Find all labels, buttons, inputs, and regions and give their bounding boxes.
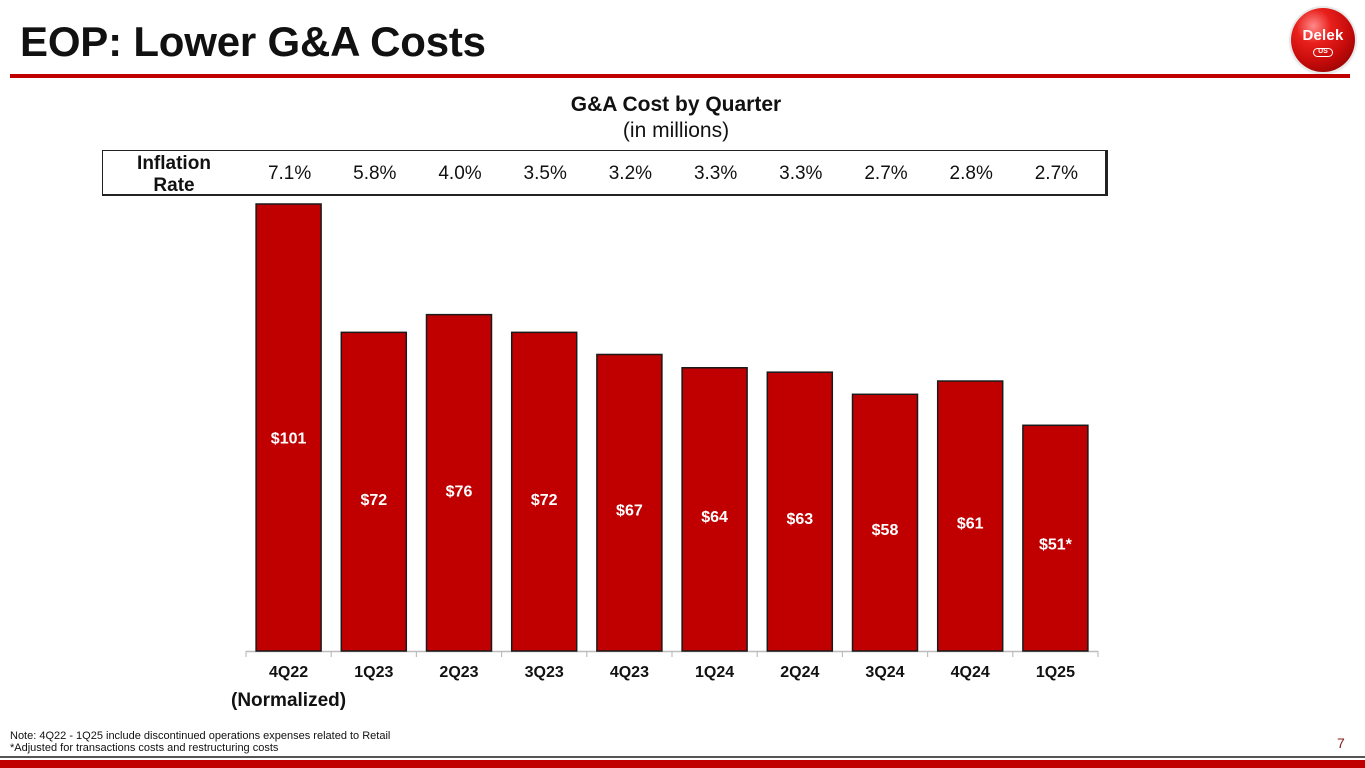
chart-title-wrap: G&A Cost by Quarter (0, 93, 1365, 117)
data-label-2Q24: $63 (786, 511, 813, 528)
data-label-4Q23: $67 (616, 503, 643, 520)
normalized-annotation: (Normalized) (231, 690, 347, 711)
data-label-4Q22: $101 (271, 430, 307, 447)
inflation-label-line2: Rate (153, 175, 195, 196)
inflation-value-1Q25: 2.7% (1034, 163, 1079, 184)
x-tick-label-2Q23: 2Q23 (439, 664, 478, 681)
x-tick-label-1Q24: 1Q24 (695, 664, 734, 681)
bar-1Q24 (681, 367, 748, 652)
x-tick-label-3Q24: 3Q24 (865, 664, 904, 681)
bar-2Q23 (425, 313, 493, 652)
bar-2Q24 (766, 371, 834, 652)
inflation-value-4Q22: 7.1% (267, 163, 312, 184)
x-tick-label-1Q25: 1Q25 (1036, 664, 1075, 681)
logo-badge: US (1313, 48, 1333, 57)
page-number: 7 (1337, 735, 1345, 751)
bar-3Q23 (510, 331, 578, 652)
inflation-value-4Q24: 2.8% (949, 163, 993, 184)
bar-4Q23 (596, 353, 663, 652)
page-title: EOP: Lower G&A Costs (20, 18, 486, 65)
x-tick-label-4Q22: 4Q22 (269, 664, 308, 681)
chart-subtitle-wrap: (in millions) (0, 119, 1365, 143)
x-tick-label-3Q23: 3Q23 (525, 664, 564, 681)
chart-title: G&A Cost by Quarter (570, 93, 782, 116)
inflation-rate-table: Inflation Rate 7.1% 5.8% 4.0% 3.5% 3.2% 3.3% 3… (102, 150, 1108, 196)
x-tick-label-4Q23: 4Q23 (610, 664, 649, 681)
data-label-3Q24: $58 (872, 522, 899, 539)
footnote-line-2: *Adjusted for transactions costs and res… (10, 742, 279, 754)
inflation-value-4Q23: 3.2% (608, 163, 653, 184)
logo-text: Delek (1302, 27, 1344, 44)
inflation-value-2Q23: 4.0% (438, 163, 482, 184)
delek-logo: Delek US (1291, 8, 1355, 72)
chart-subtitle: (in millions) (622, 119, 730, 142)
inflation-value-2Q24: 3.3% (779, 163, 823, 184)
inflation-value-3Q24: 2.7% (864, 163, 908, 184)
bar-1Q23 (340, 331, 408, 652)
data-label-1Q23: $72 (360, 492, 387, 509)
bar-4Q22 (255, 203, 322, 652)
data-label-4Q24: $61 (957, 515, 984, 532)
data-label-2Q23: $76 (446, 484, 473, 501)
inflation-label-line1: Inflation (137, 153, 211, 174)
inflation-value-3Q23: 3.5% (523, 163, 567, 184)
x-tick-label-4Q24: 4Q24 (951, 664, 990, 681)
inflation-rate-label: Inflation Rate (103, 153, 245, 197)
x-tick-label-1Q23: 1Q23 (354, 664, 393, 681)
footer-divider-thin (0, 756, 1365, 758)
bar-3Q24 (851, 393, 919, 652)
footer-divider-thick (0, 760, 1365, 768)
data-label-1Q25: $51* (1039, 537, 1073, 554)
x-tick-label-2Q24: 2Q24 (780, 664, 819, 681)
data-label-1Q24: $64 (701, 509, 728, 526)
data-label-3Q23: $72 (531, 492, 558, 509)
inflation-value-1Q23: 5.8% (353, 163, 397, 184)
footnote-line-1: Note: 4Q22 - 1Q25 include discontinued o… (10, 730, 391, 742)
title-divider (10, 74, 1350, 78)
bar-1Q25 (1022, 424, 1089, 652)
inflation-value-1Q24: 3.3% (693, 163, 738, 184)
bar-4Q24 (936, 380, 1004, 652)
